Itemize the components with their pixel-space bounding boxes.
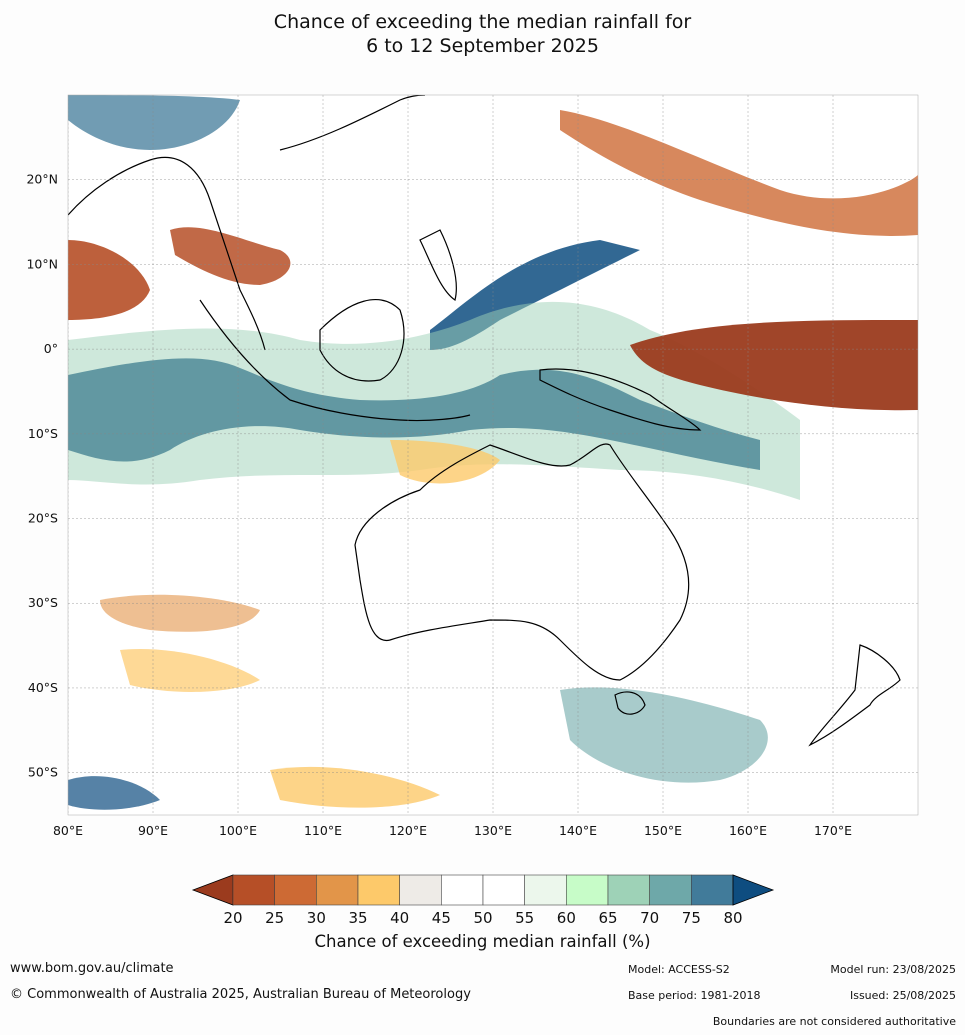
latitude-label: 0° xyxy=(44,341,58,356)
latitude-label: 40°S xyxy=(28,680,58,695)
map-title-line-2: 6 to 12 September 2025 xyxy=(366,35,599,57)
tasmania-coast xyxy=(614,691,646,715)
colorbar-tick-label: 35 xyxy=(348,909,367,927)
australia-coast xyxy=(354,443,690,681)
latitude-label: 20°S xyxy=(28,511,58,526)
longitude-label: 90°E xyxy=(138,823,168,838)
colorbar-bin xyxy=(357,874,400,906)
colorbar-bin xyxy=(691,874,734,906)
colorbar-tick-label: 65 xyxy=(598,909,617,927)
longitude-label: 160°E xyxy=(729,823,767,838)
colorbar-tick-label: 80 xyxy=(723,909,742,927)
wet-tasman xyxy=(560,687,768,783)
longitude-label: 110°E xyxy=(304,823,342,838)
colorbar-title: Chance of exceeding median rainfall (%) xyxy=(314,932,651,951)
longitude-label: 100°E xyxy=(219,823,257,838)
sumatra-java-coast xyxy=(199,299,471,422)
latitude-label: 30°S xyxy=(28,595,58,610)
colorbar-tick-label: 40 xyxy=(390,909,409,927)
base-period-text: Base period: 1981-2018 xyxy=(628,989,761,1002)
wet-southern-ocean xyxy=(68,776,160,810)
colorbar-low-arrow xyxy=(191,874,234,906)
longitude-labels: 80°E 90°E 100°E 110°E 120°E 130°E 140°E 150°E 16… xyxy=(53,823,852,838)
colorbar-bin xyxy=(399,874,442,906)
wet-halo xyxy=(68,301,800,500)
colorbar-bin xyxy=(524,874,567,906)
coastlines xyxy=(68,95,901,747)
colorbar-bin xyxy=(566,874,609,906)
colorbar-tick-label: 20 xyxy=(223,909,242,927)
dry-south-indian xyxy=(100,594,260,632)
colorbar-bin xyxy=(274,874,317,906)
philippines-coast xyxy=(419,229,457,301)
dry-pacific xyxy=(630,320,918,411)
wet-northwest xyxy=(68,95,240,150)
dry-timor-sea xyxy=(390,440,500,484)
colorbar-tick-label: 30 xyxy=(307,909,326,927)
longitude-label: 130°E xyxy=(474,823,512,838)
colorbar-bin xyxy=(607,874,650,906)
colorbar-tick-label: 75 xyxy=(682,909,701,927)
longitude-label: 80°E xyxy=(53,823,83,838)
mainland-asia-coast xyxy=(68,156,266,351)
map-border xyxy=(67,94,919,816)
model-run-text: Model run: 23/08/2025 xyxy=(830,963,956,976)
new-guinea-coast xyxy=(539,368,702,431)
longitude-label: 140°E xyxy=(559,823,597,838)
colorbar-bin xyxy=(232,874,275,906)
colorbar-bin xyxy=(649,874,692,906)
longitude-label: 150°E xyxy=(644,823,682,838)
model-text: Model: ACCESS-S2 xyxy=(628,963,730,976)
colorbar-tick-label: 55 xyxy=(515,909,534,927)
website-text: www.bom.gov.au/climate xyxy=(10,961,174,976)
latitude-label: 50°S xyxy=(28,765,58,780)
map-title-line-1: Chance of exceeding the median rainfall … xyxy=(273,11,692,33)
longitude-label: 170°E xyxy=(814,823,852,838)
colorbar-bin xyxy=(316,874,359,906)
dry-bay-of-bengal xyxy=(68,240,150,320)
colorbar-tick-label: 60 xyxy=(557,909,576,927)
dry-north-pacific xyxy=(560,110,918,236)
colorbar-bin xyxy=(441,874,484,906)
china-coast xyxy=(279,95,426,151)
dry-indochina xyxy=(170,227,291,285)
dry-southern-ocean xyxy=(270,766,440,808)
colorbar-tick-label: 70 xyxy=(640,909,659,927)
colorbar-bin xyxy=(482,874,525,906)
colorbar-tick-label: 25 xyxy=(265,909,284,927)
colorbar-high-arrow xyxy=(732,874,775,906)
dry-south-indian-2 xyxy=(120,649,260,692)
graticule xyxy=(68,95,918,815)
copyright-text: © Commonwealth of Australia 2025, Austra… xyxy=(10,987,471,1002)
disclaimer-text: Boundaries are not considered authoritat… xyxy=(712,1015,956,1028)
rainfall-field xyxy=(68,95,918,810)
colorbar: 20 25 30 35 40 45 50 55 60 65 70 75 80 xyxy=(191,874,775,927)
map-area xyxy=(68,95,918,815)
colorbar-tick-label: 50 xyxy=(473,909,492,927)
issued-text: Issued: 25/08/2025 xyxy=(849,989,956,1002)
latitude-label: 20°N xyxy=(26,172,58,187)
latitude-labels: 20°N 10°N 0° 10°S 20°S 30°S 40°S 50°S xyxy=(26,172,58,780)
new-zealand-coast xyxy=(808,644,901,747)
latitude-label: 10°S xyxy=(28,426,58,441)
colorbar-tick-label: 45 xyxy=(432,909,451,927)
latitude-label: 10°N xyxy=(26,256,58,271)
borneo-coast xyxy=(319,299,405,382)
longitude-label: 120°E xyxy=(389,823,427,838)
